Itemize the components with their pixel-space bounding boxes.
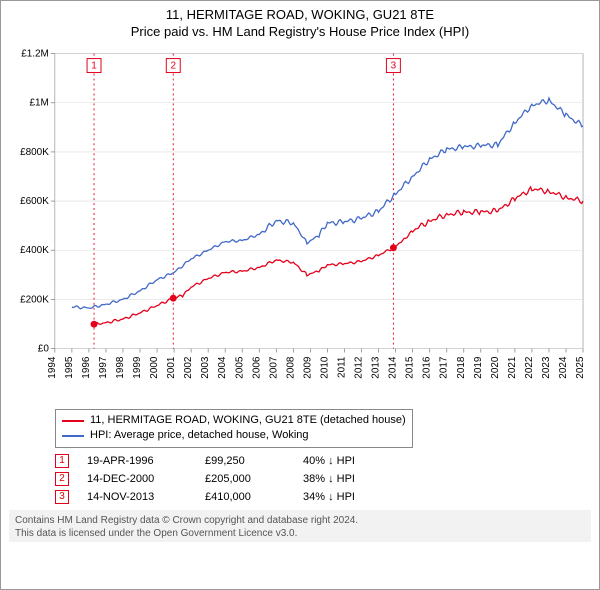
svg-text:2023: 2023	[541, 356, 552, 379]
svg-text:2025: 2025	[575, 356, 586, 379]
svg-text:2017: 2017	[439, 356, 450, 379]
svg-text:2024: 2024	[558, 356, 569, 379]
svg-text:2016: 2016	[422, 356, 433, 379]
subtitle: Price paid vs. HM Land Registry's House …	[9, 24, 591, 39]
svg-text:2001: 2001	[166, 356, 177, 379]
footer: Contains HM Land Registry data © Crown c…	[9, 510, 591, 542]
svg-text:£800K: £800K	[20, 147, 49, 158]
footer-line-2: This data is licensed under the Open Gov…	[15, 527, 585, 540]
svg-text:2004: 2004	[217, 356, 228, 379]
svg-text:2009: 2009	[302, 356, 313, 379]
chart-area: £0 £200K £400K £600K £800K £1M £1.2M 1994 1995 19…	[9, 45, 591, 405]
svg-text:£0: £0	[38, 344, 50, 355]
svg-text:1998: 1998	[115, 356, 126, 379]
sale-price: £410,000	[205, 491, 285, 503]
svg-text:£600K: £600K	[20, 196, 49, 207]
sales-table: 1 19-APR-1996 £99,250 40% ↓ HPI 2 14-DEC-2000…	[55, 452, 591, 506]
svg-text:3: 3	[391, 61, 397, 72]
footer-line-1: Contains HM Land Registry data © Crown c…	[15, 514, 585, 527]
legend-swatch	[62, 420, 84, 422]
svg-text:2020: 2020	[490, 356, 501, 379]
sale-date: 19-APR-1996	[87, 455, 187, 467]
svg-text:£400K: £400K	[20, 245, 49, 256]
legend-item: 11, HERMITAGE ROAD, WOKING, GU21 8TE (de…	[62, 413, 406, 428]
svg-text:£1.2M: £1.2M	[21, 49, 49, 60]
sale-pct-vs-hpi: 40% ↓ HPI	[303, 455, 393, 467]
sale-row: 2 14-DEC-2000 £205,000 38% ↓ HPI	[55, 470, 591, 488]
svg-text:£200K: £200K	[20, 294, 49, 305]
legend-label: 11, HERMITAGE ROAD, WOKING, GU21 8TE (de…	[90, 413, 406, 428]
svg-text:2015: 2015	[405, 356, 416, 379]
sale-pct-vs-hpi: 34% ↓ HPI	[303, 491, 393, 503]
svg-text:2008: 2008	[285, 356, 296, 379]
sale-price: £99,250	[205, 455, 285, 467]
sale-badge: 1	[55, 454, 69, 468]
svg-text:2021: 2021	[507, 356, 518, 379]
svg-text:2006: 2006	[251, 356, 262, 379]
legend-item: HPI: Average price, detached house, Woki…	[62, 428, 406, 443]
svg-text:1: 1	[91, 61, 97, 72]
sale-badge: 3	[55, 490, 69, 504]
sale-pct-vs-hpi: 38% ↓ HPI	[303, 473, 393, 485]
svg-text:£1M: £1M	[29, 98, 48, 109]
svg-text:2002: 2002	[183, 356, 194, 379]
svg-text:2005: 2005	[234, 356, 245, 379]
svg-text:1997: 1997	[98, 356, 109, 379]
svg-text:1996: 1996	[81, 356, 92, 379]
legend-label: HPI: Average price, detached house, Woki…	[90, 428, 309, 443]
legend: 11, HERMITAGE ROAD, WOKING, GU21 8TE (de…	[55, 409, 413, 448]
sale-price: £205,000	[205, 473, 285, 485]
svg-text:2012: 2012	[354, 356, 365, 379]
svg-text:2022: 2022	[524, 356, 535, 379]
svg-text:1999: 1999	[132, 356, 143, 379]
sale-badge: 2	[55, 472, 69, 486]
svg-text:2: 2	[170, 61, 176, 72]
svg-text:2018: 2018	[456, 356, 467, 379]
svg-text:2007: 2007	[268, 356, 279, 379]
svg-text:2014: 2014	[388, 356, 399, 379]
svg-text:1995: 1995	[64, 356, 75, 379]
sale-date: 14-DEC-2000	[87, 473, 187, 485]
svg-text:2011: 2011	[336, 356, 347, 378]
sale-date: 14-NOV-2013	[87, 491, 187, 503]
sale-row: 3 14-NOV-2013 £410,000 34% ↓ HPI	[55, 488, 591, 506]
svg-text:1994: 1994	[47, 356, 58, 379]
sale-row: 1 19-APR-1996 £99,250 40% ↓ HPI	[55, 452, 591, 470]
title-block: 11, HERMITAGE ROAD, WOKING, GU21 8TE Pri…	[9, 7, 591, 39]
legend-swatch	[62, 435, 84, 437]
price-chart: £0 £200K £400K £600K £800K £1M £1.2M 1994 1995 19…	[9, 45, 591, 405]
svg-text:2010: 2010	[319, 356, 330, 379]
page-root: 11, HERMITAGE ROAD, WOKING, GU21 8TE Pri…	[0, 0, 600, 590]
svg-text:2013: 2013	[371, 356, 382, 379]
svg-text:2019: 2019	[473, 356, 484, 379]
svg-text:2000: 2000	[149, 356, 160, 379]
svg-text:2003: 2003	[200, 356, 211, 379]
address-title: 11, HERMITAGE ROAD, WOKING, GU21 8TE	[9, 7, 591, 22]
